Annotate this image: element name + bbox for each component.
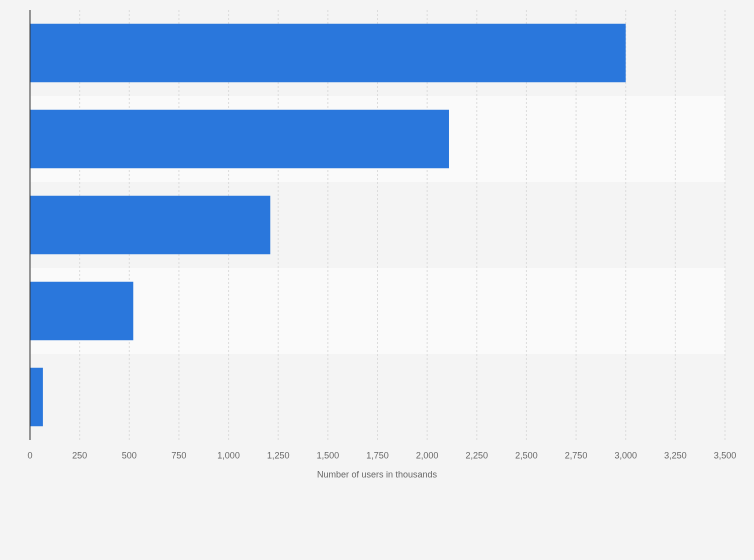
x-tick-label: 3,500	[714, 450, 737, 460]
bar	[30, 367, 43, 427]
x-tick-label: 3,250	[664, 450, 687, 460]
x-tick-label: 750	[171, 450, 186, 460]
x-axis-label: Number of users in thousands	[317, 469, 438, 479]
x-tick-label: 2,000	[416, 450, 439, 460]
bar	[30, 109, 449, 169]
x-tick-label: 1,000	[217, 450, 240, 460]
x-tick-label: 2,750	[565, 450, 588, 460]
x-tick-label: 1,500	[317, 450, 340, 460]
x-tick-label: 1,250	[267, 450, 290, 460]
bar	[30, 195, 271, 255]
x-tick-label: 2,500	[515, 450, 538, 460]
bar	[30, 281, 134, 341]
x-tick-label: 3,000	[614, 450, 637, 460]
x-tick-label: 1,750	[366, 450, 389, 460]
x-tick-label: 2,250	[466, 450, 489, 460]
row-band	[30, 354, 725, 440]
x-tick-label: 500	[122, 450, 137, 460]
bar	[30, 23, 626, 83]
x-tick-label: 250	[72, 450, 87, 460]
x-tick-label: 0	[27, 450, 32, 460]
